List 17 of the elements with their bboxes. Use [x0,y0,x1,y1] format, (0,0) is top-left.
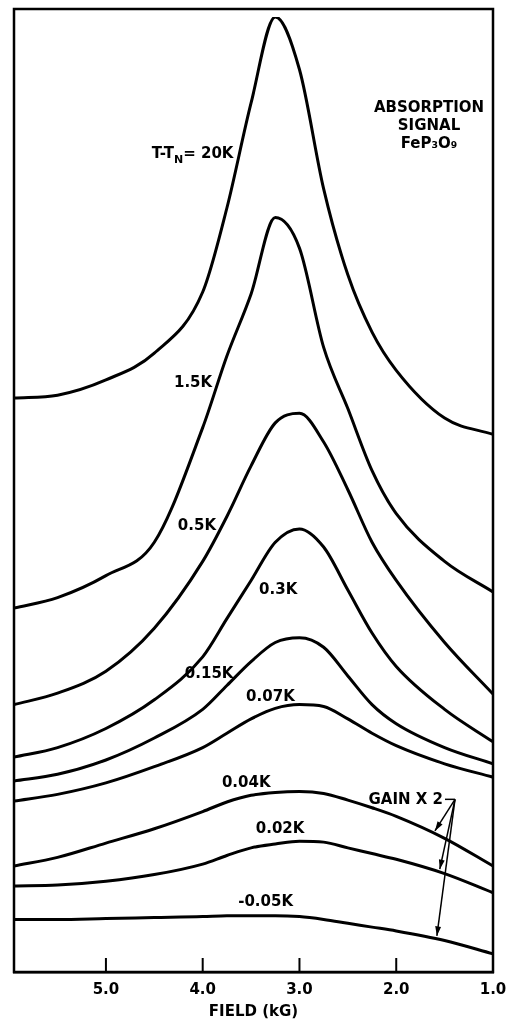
annotation: GAIN X 2 [368,790,443,809]
x-tick-label: 4.0 [189,980,216,998]
series-label: 0.07K [246,686,297,705]
series-label: 1.5K [173,372,214,391]
x-axis-title: FIELD (kG) [208,1002,299,1020]
series-label: -0.05K [238,891,295,910]
x-tick-label: 1.0 [479,980,507,998]
x-tick-label: 5.0 [92,980,120,998]
series-label: 0.15K [184,664,235,683]
x-tick-label: 3.0 [286,980,313,998]
text: FeP₃O₉ [400,134,458,152]
series-label: 0.02K [255,819,306,838]
series-label: 0.3K [259,580,299,599]
text: ABSORPTION SIGNAL [373,98,485,134]
x-tick-label: 2.0 [382,980,410,998]
series-label: 0.04K [221,772,272,791]
series-label: 0.5K [177,516,218,535]
